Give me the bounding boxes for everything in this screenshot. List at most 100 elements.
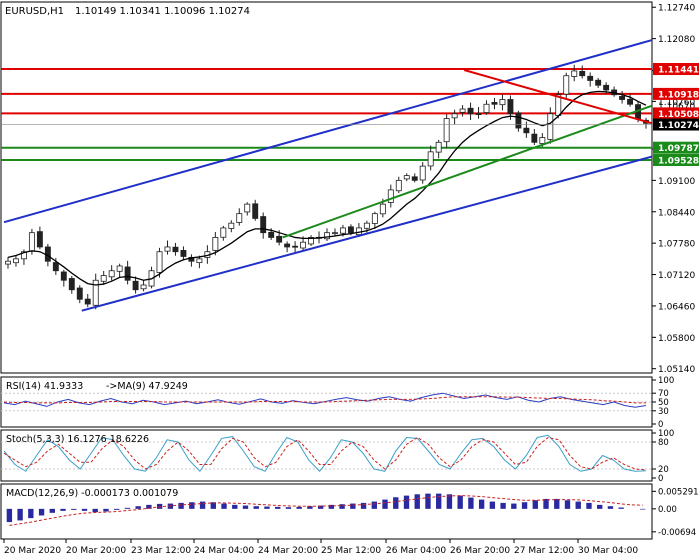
candle-body	[467, 107, 474, 115]
x-tick-label: 20 Mar 2020	[4, 546, 61, 556]
candle-body	[220, 227, 227, 238]
candle-body	[276, 235, 283, 243]
candle-body	[300, 241, 307, 249]
candle-body	[451, 113, 458, 119]
candle-body	[36, 231, 43, 248]
candle-body	[28, 232, 35, 252]
price-y-tick-label: 1.05800	[658, 334, 695, 344]
candle-body	[371, 213, 378, 224]
candle-body	[411, 176, 418, 181]
x-tick-label: 24 Mar 04:00	[194, 546, 254, 556]
macd-y-tick-label: 0.005291	[658, 487, 699, 497]
current-price-box	[653, 118, 699, 131]
candle-body	[180, 250, 187, 257]
rsi-y-tick-label: 100	[658, 376, 674, 386]
candle-body	[603, 84, 610, 91]
candle-body	[627, 98, 634, 105]
rsi-series-1	[3, 396, 646, 404]
price-label-box	[653, 107, 699, 120]
candle-body	[20, 251, 27, 260]
price-y-tick-label: 1.12740	[658, 4, 695, 14]
rsi-y-tick-label: 50	[658, 398, 669, 408]
candle-body	[403, 175, 410, 180]
x-tick-label: 27 Mar 12:00	[514, 546, 574, 556]
candle-body	[132, 280, 139, 291]
candle-body	[5, 260, 11, 265]
price-y-tick-label: 1.09100	[658, 177, 695, 187]
candle-body	[347, 226, 354, 234]
stoch-y-tick-label: 80	[658, 438, 669, 448]
candle-body	[587, 75, 594, 81]
price-label-box	[653, 63, 699, 76]
macd-pane-frame	[0, 483, 653, 540]
candle-body	[228, 222, 235, 229]
candle-body	[595, 79, 602, 86]
x-tick-label: 30 Mar 04:00	[578, 546, 638, 556]
candle-body	[52, 262, 59, 272]
rsi-title: RSI(14) 41.9333	[6, 381, 83, 392]
candle-body	[268, 231, 275, 238]
candle-body	[260, 216, 267, 234]
candle-body	[379, 203, 386, 215]
candle-body	[292, 245, 299, 248]
price-label-text: 1.11441	[658, 66, 699, 76]
price-label-text: 1.09528	[658, 157, 699, 167]
candle-body	[284, 243, 291, 248]
candle-body	[563, 75, 570, 95]
x-tick-label: 25 Mar 12:00	[321, 546, 381, 556]
rsi-y-tick-label: 30	[658, 407, 669, 417]
stoch-series-1	[3, 436, 647, 471]
macd-y-tick-label: 0.00	[658, 505, 677, 515]
price-y-tick-label: 1.07780	[658, 240, 695, 250]
stoch-pane-frame	[0, 429, 653, 482]
candle-body	[212, 237, 219, 251]
candle-body	[571, 70, 578, 77]
candle-body	[435, 141, 442, 153]
stoch-pane	[1, 434, 652, 473]
candle-body	[156, 251, 163, 273]
x-tick-label: 23 Mar 12:00	[131, 546, 191, 556]
candle-body	[395, 179, 402, 192]
candle-body	[60, 271, 67, 281]
price-y-tick-label: 1.07120	[658, 271, 695, 281]
price-header-symbol: EURUSD,H1	[5, 6, 64, 17]
candle-body	[523, 127, 530, 134]
candle-body	[92, 279, 99, 306]
price-y-tick-label: 1.10760	[658, 98, 695, 108]
price-header-ohlc: 1.10149 1.10341 1.10096 1.10274	[75, 6, 250, 17]
current-price-label: 1.10274	[658, 121, 699, 131]
candle-body	[507, 99, 514, 115]
candle-body	[363, 222, 370, 229]
candle-body	[324, 232, 330, 240]
candle-body	[419, 165, 426, 181]
candle-body	[164, 246, 171, 252]
candle-body	[499, 99, 506, 106]
green-trend-line	[282, 104, 653, 239]
candle-body	[196, 258, 203, 264]
candle-body	[84, 298, 91, 305]
candle-body	[619, 96, 626, 100]
candle-body	[443, 118, 450, 143]
macd-signal-line	[9, 495, 643, 526]
macd-title: MACD(12,26,9) -0.000173 0.001079	[6, 488, 178, 499]
x-tick-label: 26 Mar 04:00	[386, 546, 446, 556]
candle-body	[76, 287, 83, 300]
partial-tick-label: 1.10670	[658, 102, 695, 112]
rsi-signal-label: ->MA(9) 47.9249	[106, 381, 188, 392]
stoch-y-tick-label: 20	[658, 465, 669, 475]
price-label-text: 1.10508	[658, 110, 699, 120]
channel-lower-line	[81, 155, 653, 312]
x-tick-label: 24 Mar 20:00	[258, 546, 318, 556]
candle-body	[13, 258, 19, 264]
candle-body	[68, 278, 75, 291]
candle-body	[124, 266, 131, 281]
price-label-box	[653, 87, 699, 100]
candle-body	[252, 203, 259, 219]
price-label-box	[653, 154, 699, 167]
price-pane-frame	[0, 1, 653, 374]
price-y-tick-label: 1.06460	[658, 302, 695, 312]
candle-body	[531, 133, 538, 143]
price-y-tick-label: 1.08440	[658, 208, 695, 218]
candle-body	[172, 246, 179, 253]
